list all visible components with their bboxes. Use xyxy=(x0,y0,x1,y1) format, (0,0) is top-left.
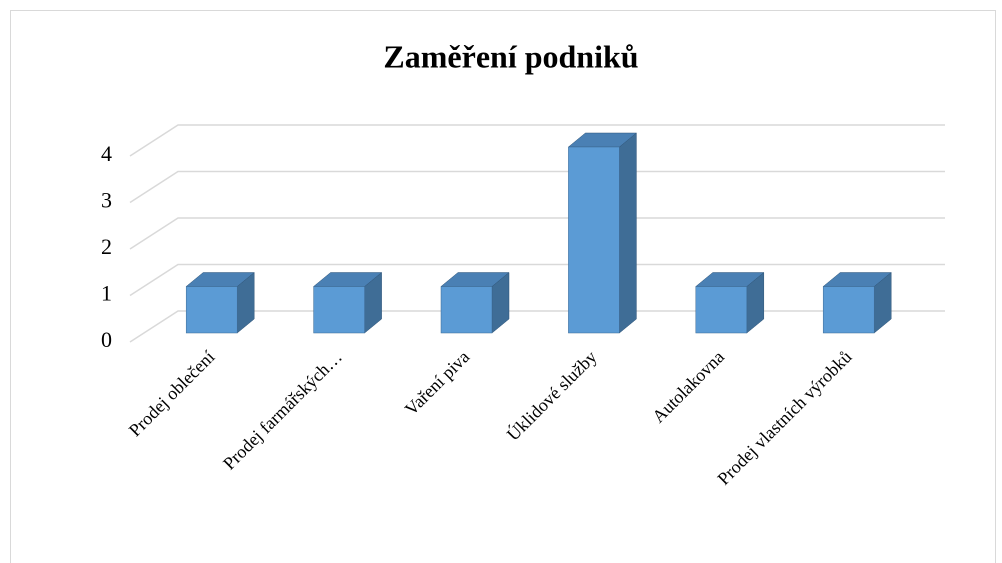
grid-line xyxy=(129,124,945,157)
grid-line xyxy=(129,263,945,297)
bar xyxy=(440,271,510,334)
bar xyxy=(185,271,255,334)
bar xyxy=(822,271,892,334)
bar xyxy=(695,271,765,334)
bar-front xyxy=(185,286,238,334)
y-tick-label: 3 xyxy=(101,188,112,213)
bar-side xyxy=(619,132,637,334)
bar-front xyxy=(440,286,493,334)
bar-front xyxy=(313,286,365,334)
grid-line xyxy=(129,217,945,250)
bar-front xyxy=(568,146,620,334)
y-tick-label: 4 xyxy=(101,141,112,166)
chart-title: Zaměření podniků xyxy=(383,38,638,74)
bar xyxy=(567,132,638,334)
bar-front xyxy=(695,286,748,334)
grid-line xyxy=(129,310,945,343)
y-tick-label: 2 xyxy=(101,234,112,259)
grid-line xyxy=(129,170,945,204)
bar-front xyxy=(822,286,875,334)
y-tick-label: 1 xyxy=(101,281,112,306)
bar xyxy=(312,271,383,334)
y-tick-label: 0 xyxy=(101,327,112,352)
